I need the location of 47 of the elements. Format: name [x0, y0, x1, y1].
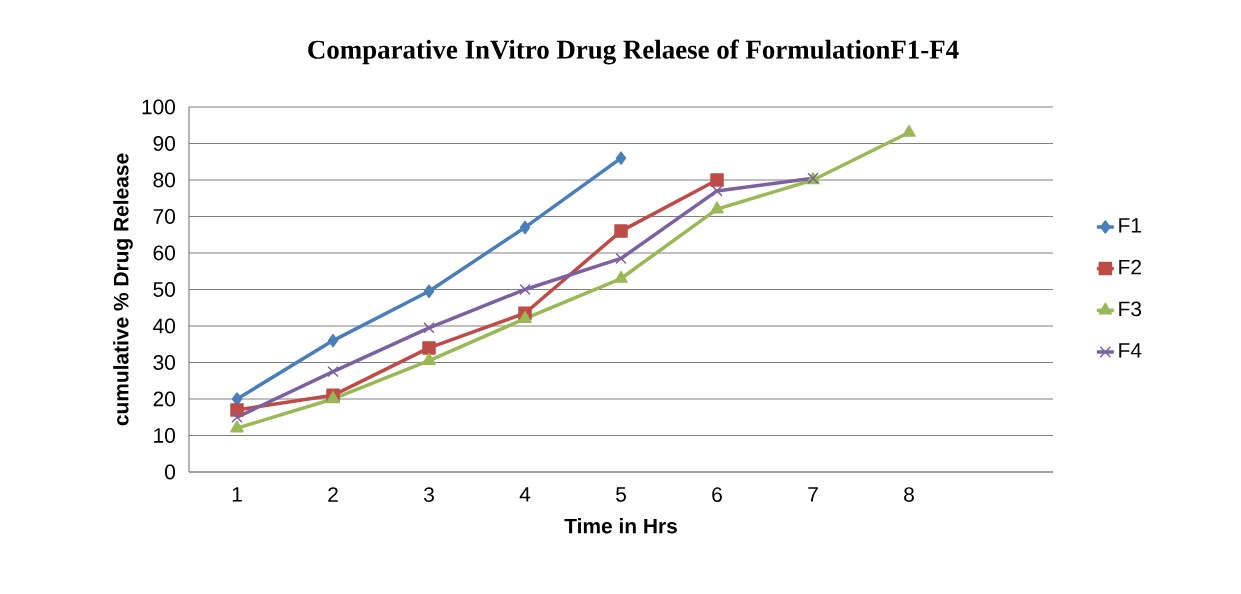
y-tick-label: 80: [153, 172, 176, 188]
y-axis-title: cumulative % Drug Release: [113, 153, 133, 426]
legend-label: F1: [1119, 218, 1141, 233]
x-tick-label: 4: [519, 487, 531, 502]
point: [711, 185, 723, 197]
y-tick-label: 100: [142, 99, 176, 115]
x-tick-label: 6: [712, 487, 722, 502]
y-tick-label: 20: [153, 391, 176, 407]
point: [710, 201, 724, 214]
legend-label: F2: [1119, 259, 1141, 275]
legend-label: F4: [1119, 343, 1142, 358]
x-tick-label: 8: [904, 487, 914, 502]
y-tick-label: 10: [154, 428, 176, 443]
point: [327, 365, 339, 378]
point: [519, 220, 531, 235]
point: [710, 173, 724, 187]
x-axis-title: Time in Hrs: [564, 518, 677, 534]
legend-label: F3: [1119, 301, 1142, 317]
y-tick-label: 90: [153, 136, 176, 151]
x-tick-label: 2: [328, 487, 338, 502]
y-tick-label: 0: [165, 464, 176, 480]
point: [422, 352, 436, 365]
x-tick-label: 7: [808, 487, 818, 502]
point: [422, 341, 436, 355]
x-tick-label: 1: [232, 487, 242, 502]
point: [615, 252, 627, 265]
point: [327, 333, 339, 348]
point: [519, 283, 531, 296]
point: [518, 310, 532, 323]
y-tick-label: 40: [153, 318, 176, 334]
y-tick-label: 60: [153, 245, 176, 261]
x-tick-label: 5: [616, 487, 626, 502]
point: [230, 420, 244, 433]
point: [902, 124, 916, 137]
point: [614, 270, 628, 283]
y-tick-label: 70: [153, 209, 176, 224]
point: [231, 392, 243, 406]
point: [230, 403, 244, 417]
point: [423, 284, 435, 299]
point: [231, 411, 243, 423]
x-tick-label: 3: [423, 487, 434, 502]
point: [614, 224, 628, 238]
point: [615, 151, 627, 165]
y-tick-label: 30: [153, 355, 176, 370]
chart-title: Comparative InVitro Drug Relaese of FormulationF1-F4: [308, 39, 959, 65]
y-tick-label: 50: [153, 282, 176, 297]
point: [423, 322, 435, 334]
